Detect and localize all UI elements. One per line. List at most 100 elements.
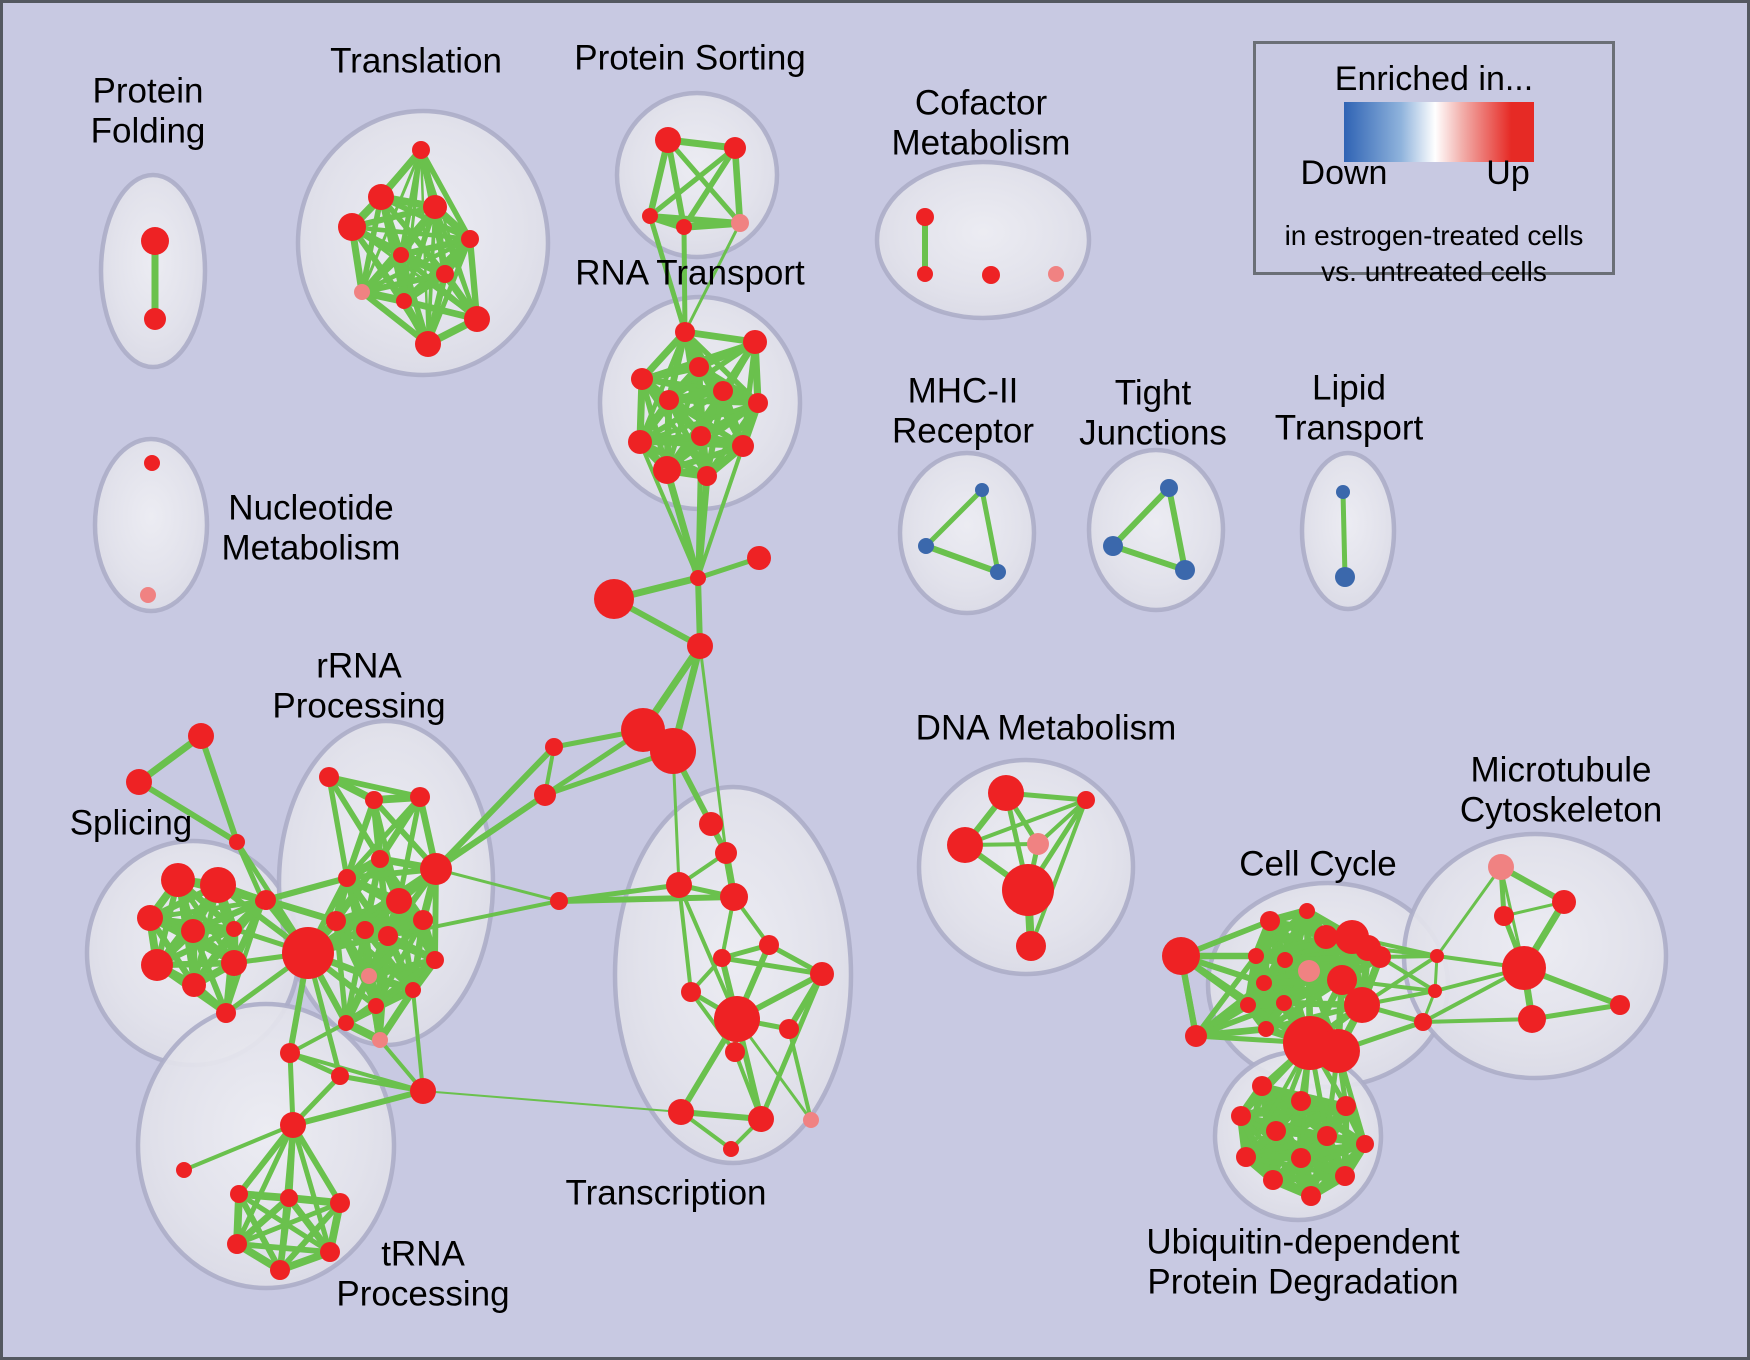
cofactor-node-0[interactable] xyxy=(916,208,934,226)
mhc-node-1[interactable] xyxy=(918,538,934,554)
lipid-transport-node-0[interactable] xyxy=(1336,485,1350,499)
trna-node-6[interactable] xyxy=(270,1260,290,1280)
ubiquitin-node-8[interactable] xyxy=(1291,1148,1311,1168)
cell-cycle-node-15[interactable] xyxy=(1344,987,1380,1023)
transcription-node-2[interactable] xyxy=(666,872,692,898)
transcription-node-9[interactable] xyxy=(779,1019,799,1039)
protein-sorting-node-3[interactable] xyxy=(676,219,692,235)
microtubule-node-4[interactable] xyxy=(1610,995,1630,1015)
splicing-node-9[interactable] xyxy=(216,1003,236,1023)
rrna-node-3[interactable] xyxy=(371,850,389,868)
rrna-node-15[interactable] xyxy=(338,1015,354,1031)
cell-cycle-node-14[interactable] xyxy=(1276,995,1292,1011)
trna-node-5[interactable] xyxy=(320,1242,340,1262)
microtubule-node-1[interactable] xyxy=(1552,890,1576,914)
trna-node-2[interactable] xyxy=(280,1189,298,1207)
rrna-node-18[interactable] xyxy=(413,910,433,930)
microtubule-node-3[interactable] xyxy=(1502,946,1546,990)
rrna-lower-node-1[interactable] xyxy=(331,1067,349,1085)
tight-junctions-node-1[interactable] xyxy=(1103,536,1123,556)
splicing-node-8[interactable] xyxy=(182,973,206,997)
microtubule-node-7[interactable] xyxy=(1428,984,1442,998)
splicing-triangle-node-0[interactable] xyxy=(188,723,214,749)
protein-folding-node-0[interactable] xyxy=(141,227,169,255)
ubiquitin-node-0[interactable] xyxy=(1252,1076,1272,1096)
ubiquitin-node-2[interactable] xyxy=(1336,1096,1356,1116)
transcription-node-14[interactable] xyxy=(723,1141,739,1157)
transcription-node-10[interactable] xyxy=(725,1042,745,1062)
rrna-node-17[interactable] xyxy=(426,951,444,969)
transcription-node-13[interactable] xyxy=(803,1112,819,1128)
transcription-node-3[interactable] xyxy=(720,883,748,911)
rrna-node-6[interactable] xyxy=(420,853,452,885)
transcription-node-12[interactable] xyxy=(748,1106,774,1132)
trna-node-0[interactable] xyxy=(280,1112,306,1138)
translation-node-9[interactable] xyxy=(464,306,490,332)
translation-node-5[interactable] xyxy=(393,247,409,263)
trna-node-1[interactable] xyxy=(230,1185,248,1203)
cell-cycle-node-0[interactable] xyxy=(1162,937,1200,975)
cell-cycle-node-4[interactable] xyxy=(1314,925,1338,949)
rrna-node-8[interactable] xyxy=(282,927,334,979)
dna-node-2[interactable] xyxy=(947,827,983,863)
backbone-node-2[interactable] xyxy=(594,579,634,619)
protein-sorting-node-0[interactable] xyxy=(655,127,681,153)
translation-node-1[interactable] xyxy=(368,184,394,210)
protein-sorting-node-4[interactable] xyxy=(731,214,749,232)
ubiquitin-node-5[interactable] xyxy=(1317,1126,1337,1146)
rna-transport-node-0[interactable] xyxy=(675,322,695,342)
rna-transport-node-2[interactable] xyxy=(689,357,709,377)
backbone-node-5[interactable] xyxy=(650,728,696,774)
nucleotide-node-0[interactable] xyxy=(144,455,160,471)
splicing-node-7[interactable] xyxy=(221,950,247,976)
ubiquitin-node-4[interactable] xyxy=(1266,1121,1286,1141)
microtubule-node-5[interactable] xyxy=(1518,1005,1546,1033)
cell-cycle-node-12[interactable] xyxy=(1256,975,1272,991)
transcription-node-7[interactable] xyxy=(681,982,701,1002)
tight-junctions-node-0[interactable] xyxy=(1160,479,1178,497)
splicing-triangle-node-2[interactable] xyxy=(229,834,245,850)
trna-node-3[interactable] xyxy=(330,1193,350,1213)
splicing-node-0[interactable] xyxy=(161,863,195,897)
backbone-node-0[interactable] xyxy=(690,570,706,586)
translation-node-0[interactable] xyxy=(412,141,430,159)
rna-transport-node-1[interactable] xyxy=(743,330,767,354)
transcription-node-6[interactable] xyxy=(810,962,834,986)
cell-cycle-node-2[interactable] xyxy=(1260,911,1280,931)
rrna-lower-node-0[interactable] xyxy=(280,1043,300,1063)
rrna-lower-node-2[interactable] xyxy=(410,1078,436,1104)
splicing-node-1[interactable] xyxy=(200,867,236,903)
mhc-node-0[interactable] xyxy=(975,483,989,497)
dna-node-1[interactable] xyxy=(1077,791,1095,809)
lipid-transport-node-1[interactable] xyxy=(1335,567,1355,587)
microtubule-node-6[interactable] xyxy=(1430,949,1444,963)
cell-cycle-node-11[interactable] xyxy=(1327,965,1357,995)
rna-transport-node-7[interactable] xyxy=(691,426,711,446)
dna-node-3[interactable] xyxy=(1027,833,1049,855)
rna-transport-node-9[interactable] xyxy=(732,435,754,457)
cell-cycle-node-3[interactable] xyxy=(1299,903,1315,919)
backbone-node-3[interactable] xyxy=(687,633,713,659)
dna-node-0[interactable] xyxy=(988,775,1024,811)
microtubule-node-2[interactable] xyxy=(1494,906,1514,926)
tight-junctions-node-2[interactable] xyxy=(1175,560,1195,580)
cell-cycle-node-7[interactable] xyxy=(1369,946,1391,968)
rrna-node-0[interactable] xyxy=(319,767,339,787)
translation-node-2[interactable] xyxy=(423,195,447,219)
transcription-node-8[interactable] xyxy=(714,996,760,1042)
ubiquitin-node-1[interactable] xyxy=(1291,1091,1311,1111)
splicing-node-4[interactable] xyxy=(226,921,242,937)
backbone-node-7[interactable] xyxy=(534,784,556,806)
rrna-node-4[interactable] xyxy=(338,869,356,887)
cell-cycle-node-18[interactable] xyxy=(1316,1029,1360,1073)
rrna-node-9[interactable] xyxy=(326,911,346,931)
rna-transport-node-10[interactable] xyxy=(653,456,681,484)
rna-transport-node-3[interactable] xyxy=(631,368,653,390)
cell-cycle-node-16[interactable] xyxy=(1258,1021,1274,1037)
trna-left-node-0[interactable] xyxy=(176,1162,192,1178)
rna-transport-node-4[interactable] xyxy=(713,381,733,401)
cell-cycle-node-1[interactable] xyxy=(1185,1025,1207,1047)
cofactor-node-1[interactable] xyxy=(917,266,933,282)
ubiquitin-node-10[interactable] xyxy=(1335,1166,1355,1186)
protein-sorting-node-2[interactable] xyxy=(642,208,658,224)
